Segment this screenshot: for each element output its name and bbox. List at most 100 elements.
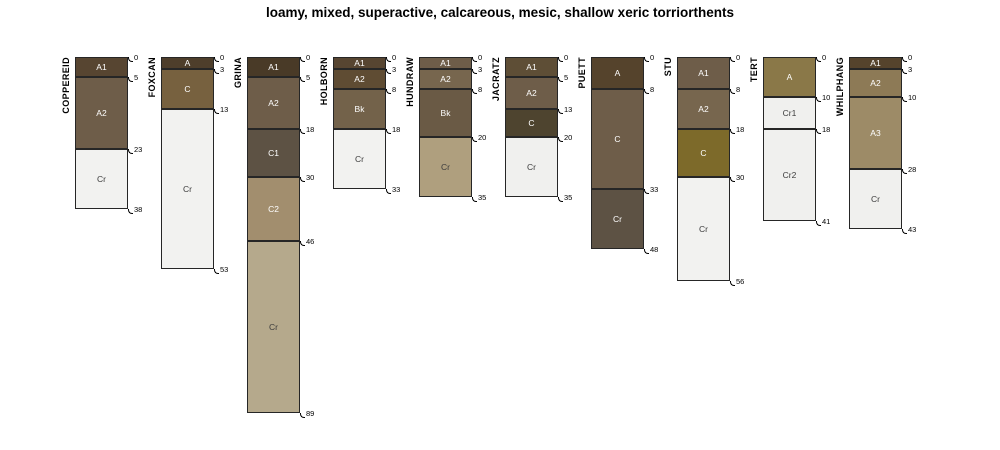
depth-label: 33 [650, 185, 659, 194]
horizon-a: A [591, 57, 644, 89]
depth-label: 5 [134, 73, 139, 82]
depth-tick [472, 89, 477, 94]
depth-label: 35 [564, 193, 573, 202]
depth-tick [214, 269, 219, 274]
horizon-a1: A1 [333, 57, 386, 69]
depth-tick [816, 97, 821, 102]
depth-tick [558, 109, 563, 114]
horizon-a3: A3 [849, 97, 902, 169]
depth-tick [730, 89, 735, 94]
depth-tick [730, 281, 735, 286]
depth-label: 8 [736, 85, 741, 94]
depth-tick [472, 69, 477, 74]
depth-tick [386, 89, 391, 94]
depth-tick [558, 197, 563, 202]
depth-tick [214, 69, 219, 74]
depth-tick [386, 69, 391, 74]
profile-name-label: TERT [749, 57, 759, 83]
depth-tick [816, 129, 821, 134]
depth-tick [128, 77, 133, 82]
depth-label: 13 [220, 105, 229, 114]
horizon-a: A [161, 57, 214, 69]
horizon-a1: A1 [75, 57, 128, 77]
depth-label: 35 [478, 193, 487, 202]
depth-label: 18 [392, 125, 401, 134]
depth-label: 0 [736, 53, 741, 62]
depth-tick [300, 177, 305, 182]
depth-tick [300, 129, 305, 134]
depth-label: 20 [478, 133, 487, 142]
depth-tick [128, 149, 133, 154]
depth-tick [472, 137, 477, 142]
depth-tick [644, 189, 649, 194]
profile-name-label: WHILPHANG [835, 57, 845, 117]
depth-tick [730, 177, 735, 182]
depth-label: 0 [564, 53, 569, 62]
profile-name-label: HUNDRAW [405, 57, 415, 107]
depth-tick [472, 197, 477, 202]
depth-label: 5 [306, 73, 311, 82]
horizon-a2: A2 [247, 77, 300, 129]
profile-name-label: GRINA [233, 57, 243, 88]
depth-tick [902, 69, 907, 74]
depth-label: 0 [822, 53, 827, 62]
profile-name-label: STU [663, 57, 673, 77]
depth-label: 30 [736, 173, 745, 182]
chart-title: loamy, mixed, superactive, calcareous, m… [266, 5, 734, 20]
horizon-cr: Cr [505, 137, 558, 197]
depth-label: 8 [392, 85, 397, 94]
profile-name-label: PUETT [577, 57, 587, 89]
depth-label: 41 [822, 217, 831, 226]
depth-label: 18 [822, 125, 831, 134]
depth-label: 28 [908, 165, 917, 174]
depth-tick [472, 57, 477, 62]
depth-label: 20 [564, 133, 573, 142]
horizon-cr: Cr [161, 109, 214, 269]
depth-tick [386, 129, 391, 134]
depth-tick [300, 413, 305, 418]
depth-tick [902, 57, 907, 62]
depth-label: 13 [564, 105, 573, 114]
horizon-a2: A2 [419, 69, 472, 89]
profile-name-label: COPPEREID [61, 57, 71, 114]
depth-tick [730, 57, 735, 62]
horizon-cr: Cr [849, 169, 902, 229]
horizon-cr2: Cr2 [763, 129, 816, 221]
horizon-c: C [505, 109, 558, 137]
depth-label: 0 [306, 53, 311, 62]
horizon-c1: C1 [247, 129, 300, 177]
horizon-cr: Cr [591, 189, 644, 249]
depth-label: 3 [478, 65, 483, 74]
depth-label: 18 [736, 125, 745, 134]
depth-label: 53 [220, 265, 229, 274]
horizon-c: C [591, 89, 644, 189]
horizon-bk: Bk [333, 89, 386, 129]
depth-tick [730, 129, 735, 134]
depth-label: 0 [650, 53, 655, 62]
depth-label: 8 [478, 85, 483, 94]
depth-tick [558, 57, 563, 62]
horizon-c: C [161, 69, 214, 109]
depth-label: 3 [220, 65, 225, 74]
depth-tick [300, 241, 305, 246]
horizon-a1: A1 [677, 57, 730, 89]
depth-label: 10 [908, 93, 917, 102]
horizon-cr1: Cr1 [763, 97, 816, 129]
depth-tick [300, 57, 305, 62]
depth-tick [128, 209, 133, 214]
horizon-a1: A1 [419, 57, 472, 69]
depth-tick [644, 89, 649, 94]
horizon-a1: A1 [505, 57, 558, 77]
depth-label: 38 [134, 205, 143, 214]
depth-tick [816, 221, 821, 226]
depth-tick [214, 109, 219, 114]
depth-tick [902, 97, 907, 102]
depth-label: 0 [220, 53, 225, 62]
depth-label: 46 [306, 237, 315, 246]
horizon-a2: A2 [677, 89, 730, 129]
depth-label: 0 [478, 53, 483, 62]
horizon-cr: Cr [333, 129, 386, 189]
profile-name-label: FOXCAN [147, 57, 157, 98]
depth-label: 0 [908, 53, 913, 62]
depth-tick [558, 137, 563, 142]
